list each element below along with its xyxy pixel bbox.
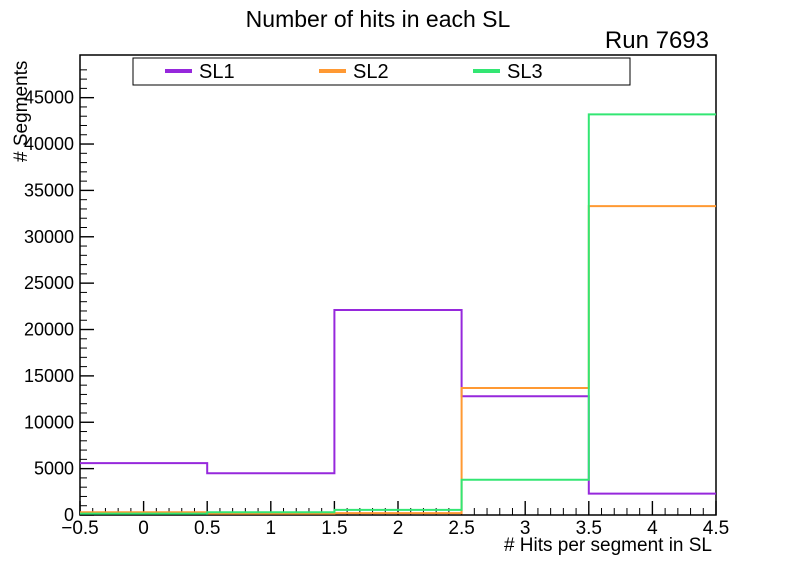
x-tick-label: 2.5 bbox=[448, 518, 474, 539]
legend-label-SL1: SL1 bbox=[199, 61, 235, 83]
x-tick-label: 0 bbox=[138, 518, 149, 539]
histogram-series-SL3 bbox=[80, 113, 716, 515]
x-axis-title: # Hits per segment in SL bbox=[504, 535, 712, 556]
y-tick-label: 40000 bbox=[24, 134, 74, 154]
y-tick-label: 20000 bbox=[24, 320, 74, 340]
x-tick-label: 1 bbox=[266, 518, 277, 539]
legend-label-SL3: SL3 bbox=[507, 61, 543, 83]
histogram-series-SL1 bbox=[80, 309, 716, 495]
y-tick-label: 5000 bbox=[34, 459, 74, 479]
y-tick-label: 35000 bbox=[24, 180, 74, 200]
x-tick-label: −0.5 bbox=[61, 518, 99, 539]
x-tick-label: 0.5 bbox=[194, 518, 220, 539]
y-tick-label: 15000 bbox=[24, 366, 74, 386]
legend-label-SL2: SL2 bbox=[353, 61, 389, 83]
x-tick-label: 2 bbox=[393, 518, 404, 539]
x-tick-label: 4.5 bbox=[703, 518, 729, 539]
x-tick-label: 3 bbox=[520, 518, 531, 539]
y-tick-label: 45000 bbox=[24, 88, 74, 108]
x-tick-label: 1.5 bbox=[321, 518, 347, 539]
histogram-series-SL2 bbox=[80, 205, 716, 515]
y-tick-label: 30000 bbox=[24, 227, 74, 247]
legend-box bbox=[132, 57, 631, 86]
y-tick-label: 10000 bbox=[24, 412, 74, 432]
chart-title: Number of hits in each SL bbox=[245, 6, 511, 32]
run-number-label: Run 7693 bbox=[604, 27, 709, 54]
y-tick-label: 25000 bbox=[24, 273, 74, 293]
plot-frame bbox=[79, 54, 717, 516]
x-tick-label: 4 bbox=[647, 518, 658, 539]
y-tick-label: 0 bbox=[64, 505, 74, 525]
y-axis-title: # Segments bbox=[11, 61, 32, 162]
x-tick-label: 3.5 bbox=[576, 518, 602, 539]
